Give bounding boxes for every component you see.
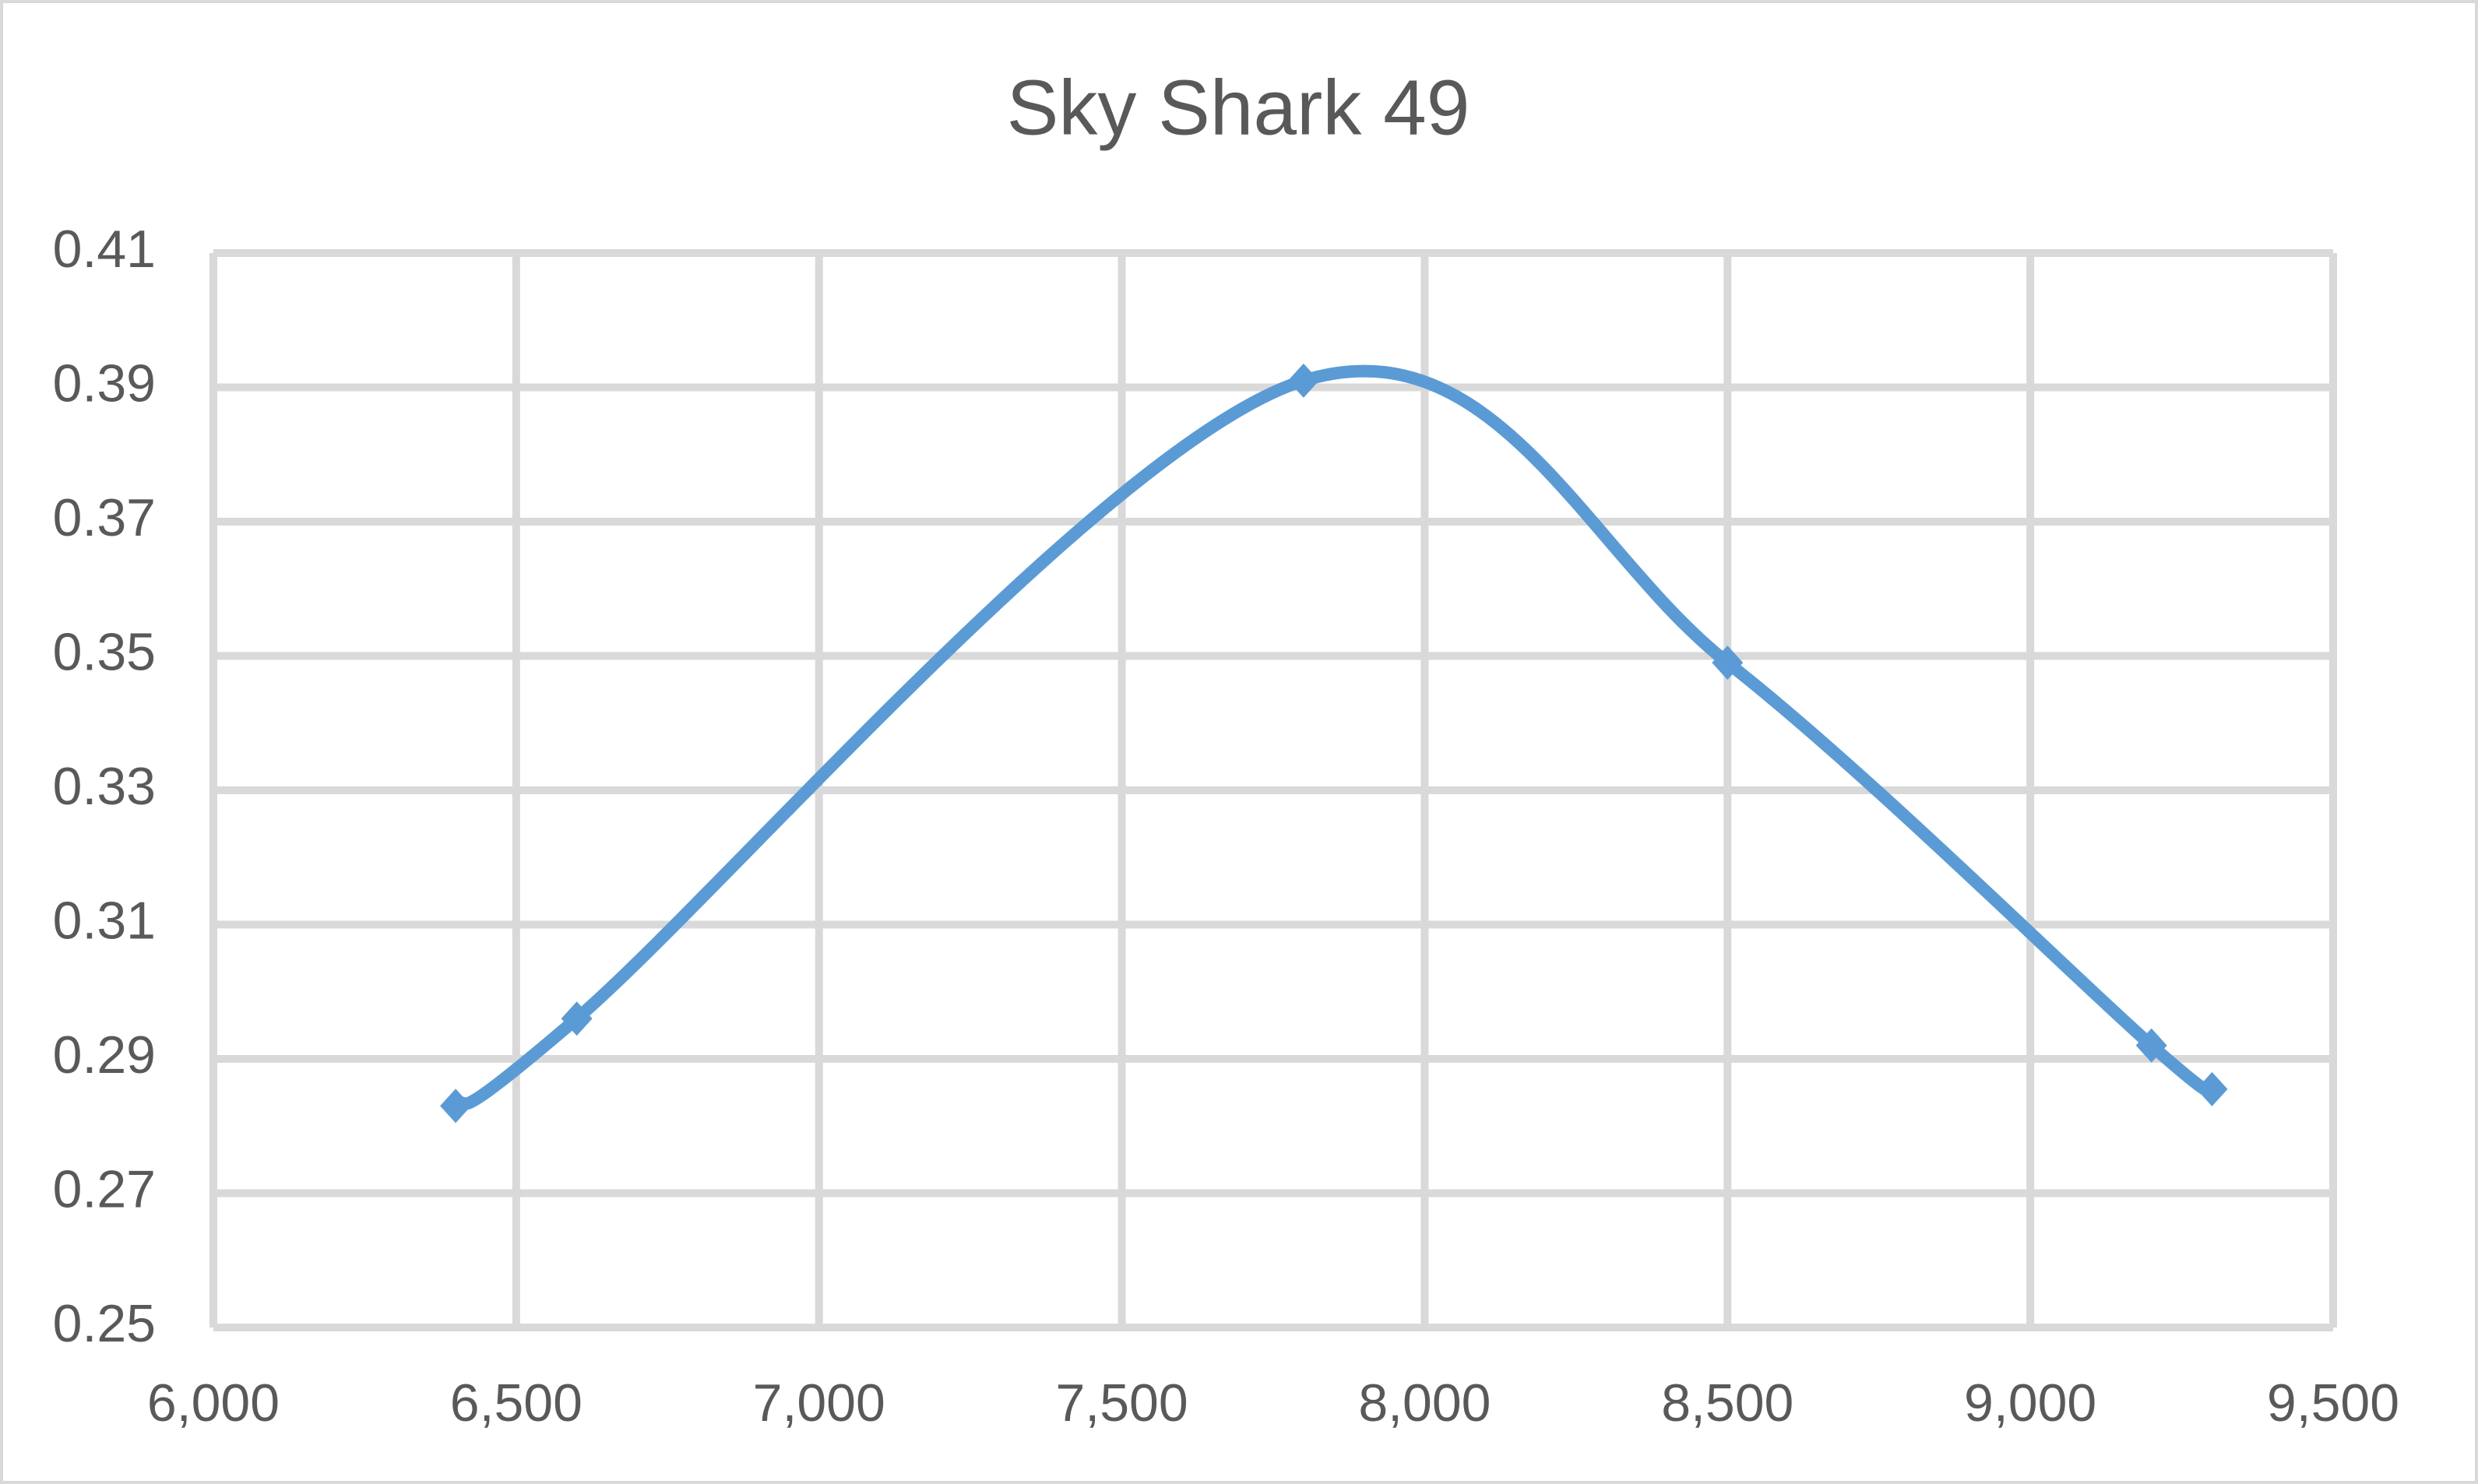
- data-marker: [1712, 645, 1744, 680]
- data-marker: [2135, 1028, 2167, 1063]
- y-tick-label: 0.35: [53, 622, 156, 681]
- x-tick-label: 7,500: [1055, 1373, 1188, 1433]
- data-marker: [440, 1088, 472, 1124]
- x-tick-label: 7,000: [753, 1373, 885, 1433]
- y-tick-label: 0.25: [53, 1294, 156, 1353]
- y-tick-label: 0.39: [53, 353, 156, 413]
- y-tick-label: 0.37: [53, 488, 156, 547]
- y-tick-label: 0.31: [53, 891, 156, 950]
- data-marker: [561, 1001, 593, 1036]
- x-tick-label: 9,500: [2267, 1373, 2399, 1433]
- y-tick-label: 0.29: [53, 1025, 156, 1085]
- x-tick-label: 6,500: [450, 1373, 583, 1433]
- x-tick-label: 8,000: [1358, 1373, 1491, 1433]
- data-marker: [2196, 1071, 2228, 1106]
- y-tick-label: 0.27: [53, 1159, 156, 1218]
- y-tick-label: 0.41: [53, 220, 156, 279]
- x-tick-label: 8,500: [1661, 1373, 1793, 1433]
- chart-title: Sky Shark 49: [1007, 64, 1470, 151]
- x-tick-label: 9,000: [1964, 1373, 2096, 1433]
- data-marker: [1287, 363, 1319, 398]
- y-tick-label: 0.33: [53, 757, 156, 816]
- x-tick-label: 6,000: [147, 1373, 280, 1433]
- series-line: [452, 364, 2216, 1111]
